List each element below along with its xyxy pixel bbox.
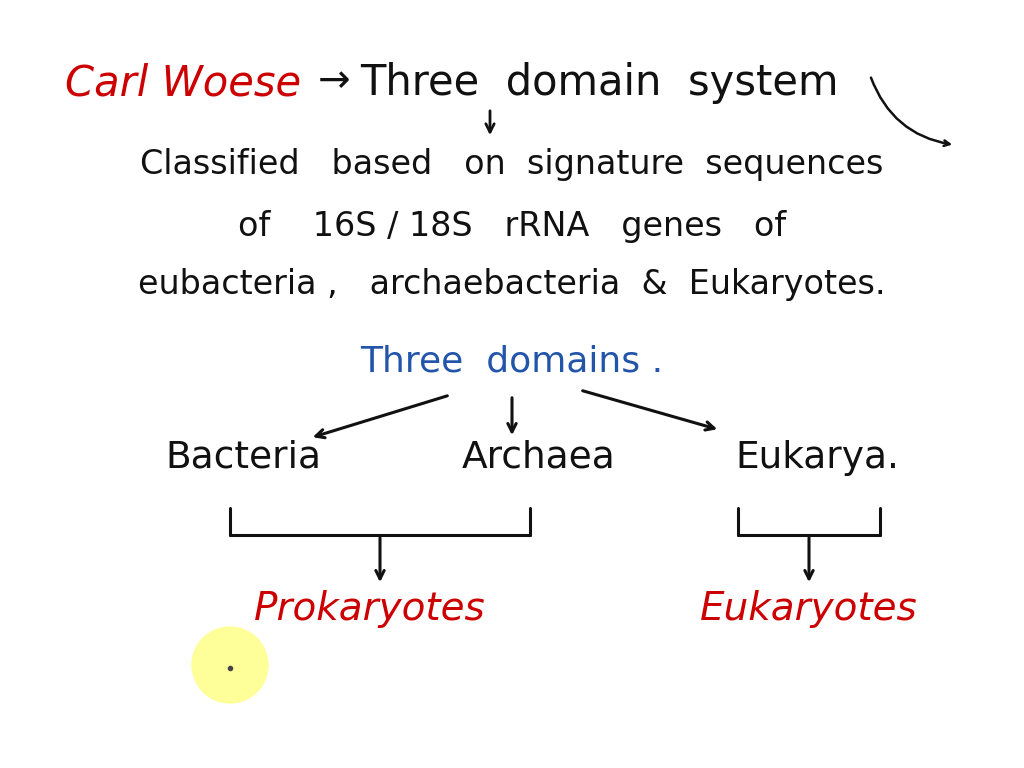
Text: Archaea: Archaea	[462, 440, 615, 476]
Circle shape	[193, 627, 268, 703]
Text: Eukaryotes: Eukaryotes	[700, 590, 918, 628]
Text: Carl Woese: Carl Woese	[65, 62, 301, 104]
Text: eubacteria ,   archaebacteria  &  Eukaryotes.: eubacteria , archaebacteria & Eukaryotes…	[138, 268, 886, 301]
Text: Classified   based   on  signature  sequences: Classified based on signature sequences	[140, 148, 884, 181]
Text: →: →	[318, 62, 350, 100]
Text: Three  domains .: Three domains .	[360, 345, 664, 379]
Text: of    16S / 18S   rRNA   genes   of: of 16S / 18S rRNA genes of	[238, 210, 786, 243]
Text: Eukarya.: Eukarya.	[735, 440, 899, 476]
Text: Bacteria: Bacteria	[165, 440, 321, 476]
Text: Three  domain  system: Three domain system	[360, 62, 839, 104]
Text: Prokaryotes: Prokaryotes	[254, 590, 485, 628]
